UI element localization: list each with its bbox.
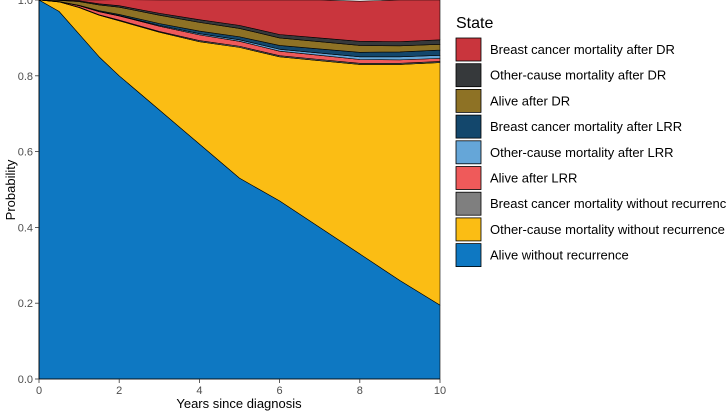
y-tick-label: 0.4 <box>18 222 33 234</box>
x-ticks: 0 2 4 6 8 10 <box>36 379 446 397</box>
x-tick-label: 10 <box>434 385 446 397</box>
x-tick-label: 4 <box>196 385 202 397</box>
legend-swatch <box>455 191 482 216</box>
legend-swatch <box>455 37 482 62</box>
legend-label: Other-cause mortality without recurrence <box>490 222 725 237</box>
legend-label: Other-cause mortality after DR <box>490 68 666 83</box>
legend-swatch <box>455 243 482 268</box>
legend-label: Other-cause mortality after LRR <box>490 145 674 160</box>
legend-label: Alive after DR <box>490 93 570 108</box>
x-axis-title: Years since diagnosis <box>176 396 302 411</box>
x-tick-label: 0 <box>36 385 42 397</box>
legend-label: Breast cancer mortality after DR <box>490 42 675 57</box>
y-tick-label: 0.6 <box>18 147 33 159</box>
legend: Breast cancer mortality after DR Other-ca… <box>455 37 726 268</box>
legend-swatch <box>455 217 482 242</box>
legend-label: Alive without recurrence <box>490 248 629 263</box>
plot-areas <box>38 0 441 380</box>
legend-swatch <box>455 140 482 165</box>
y-ticks: 0.0 0.2 0.4 0.6 0.8 1.0 <box>18 0 39 386</box>
y-axis-title: Probability <box>3 159 18 220</box>
y-tick-label: 0.8 <box>18 71 33 83</box>
legend-label: Breast cancer mortality after LRR <box>490 119 682 134</box>
x-tick-label: 6 <box>277 385 283 397</box>
area-series-9 <box>38 0 441 42</box>
legend-label: Alive after LRR <box>490 171 577 186</box>
y-tick-label: 0.0 <box>18 374 33 386</box>
legend-label: Breast cancer mortality without recurren… <box>490 196 726 211</box>
legend-swatch <box>455 89 482 113</box>
legend-swatch <box>455 63 482 88</box>
y-tick-label: 0.2 <box>18 298 33 310</box>
legend-swatch <box>455 114 482 139</box>
x-tick-label: 8 <box>357 385 363 397</box>
axes <box>38 0 440 380</box>
legend-swatch <box>455 166 482 190</box>
x-tick-label: 2 <box>116 385 122 397</box>
y-tick-label: 1.0 <box>18 0 33 7</box>
legend-title: State <box>456 15 493 32</box>
